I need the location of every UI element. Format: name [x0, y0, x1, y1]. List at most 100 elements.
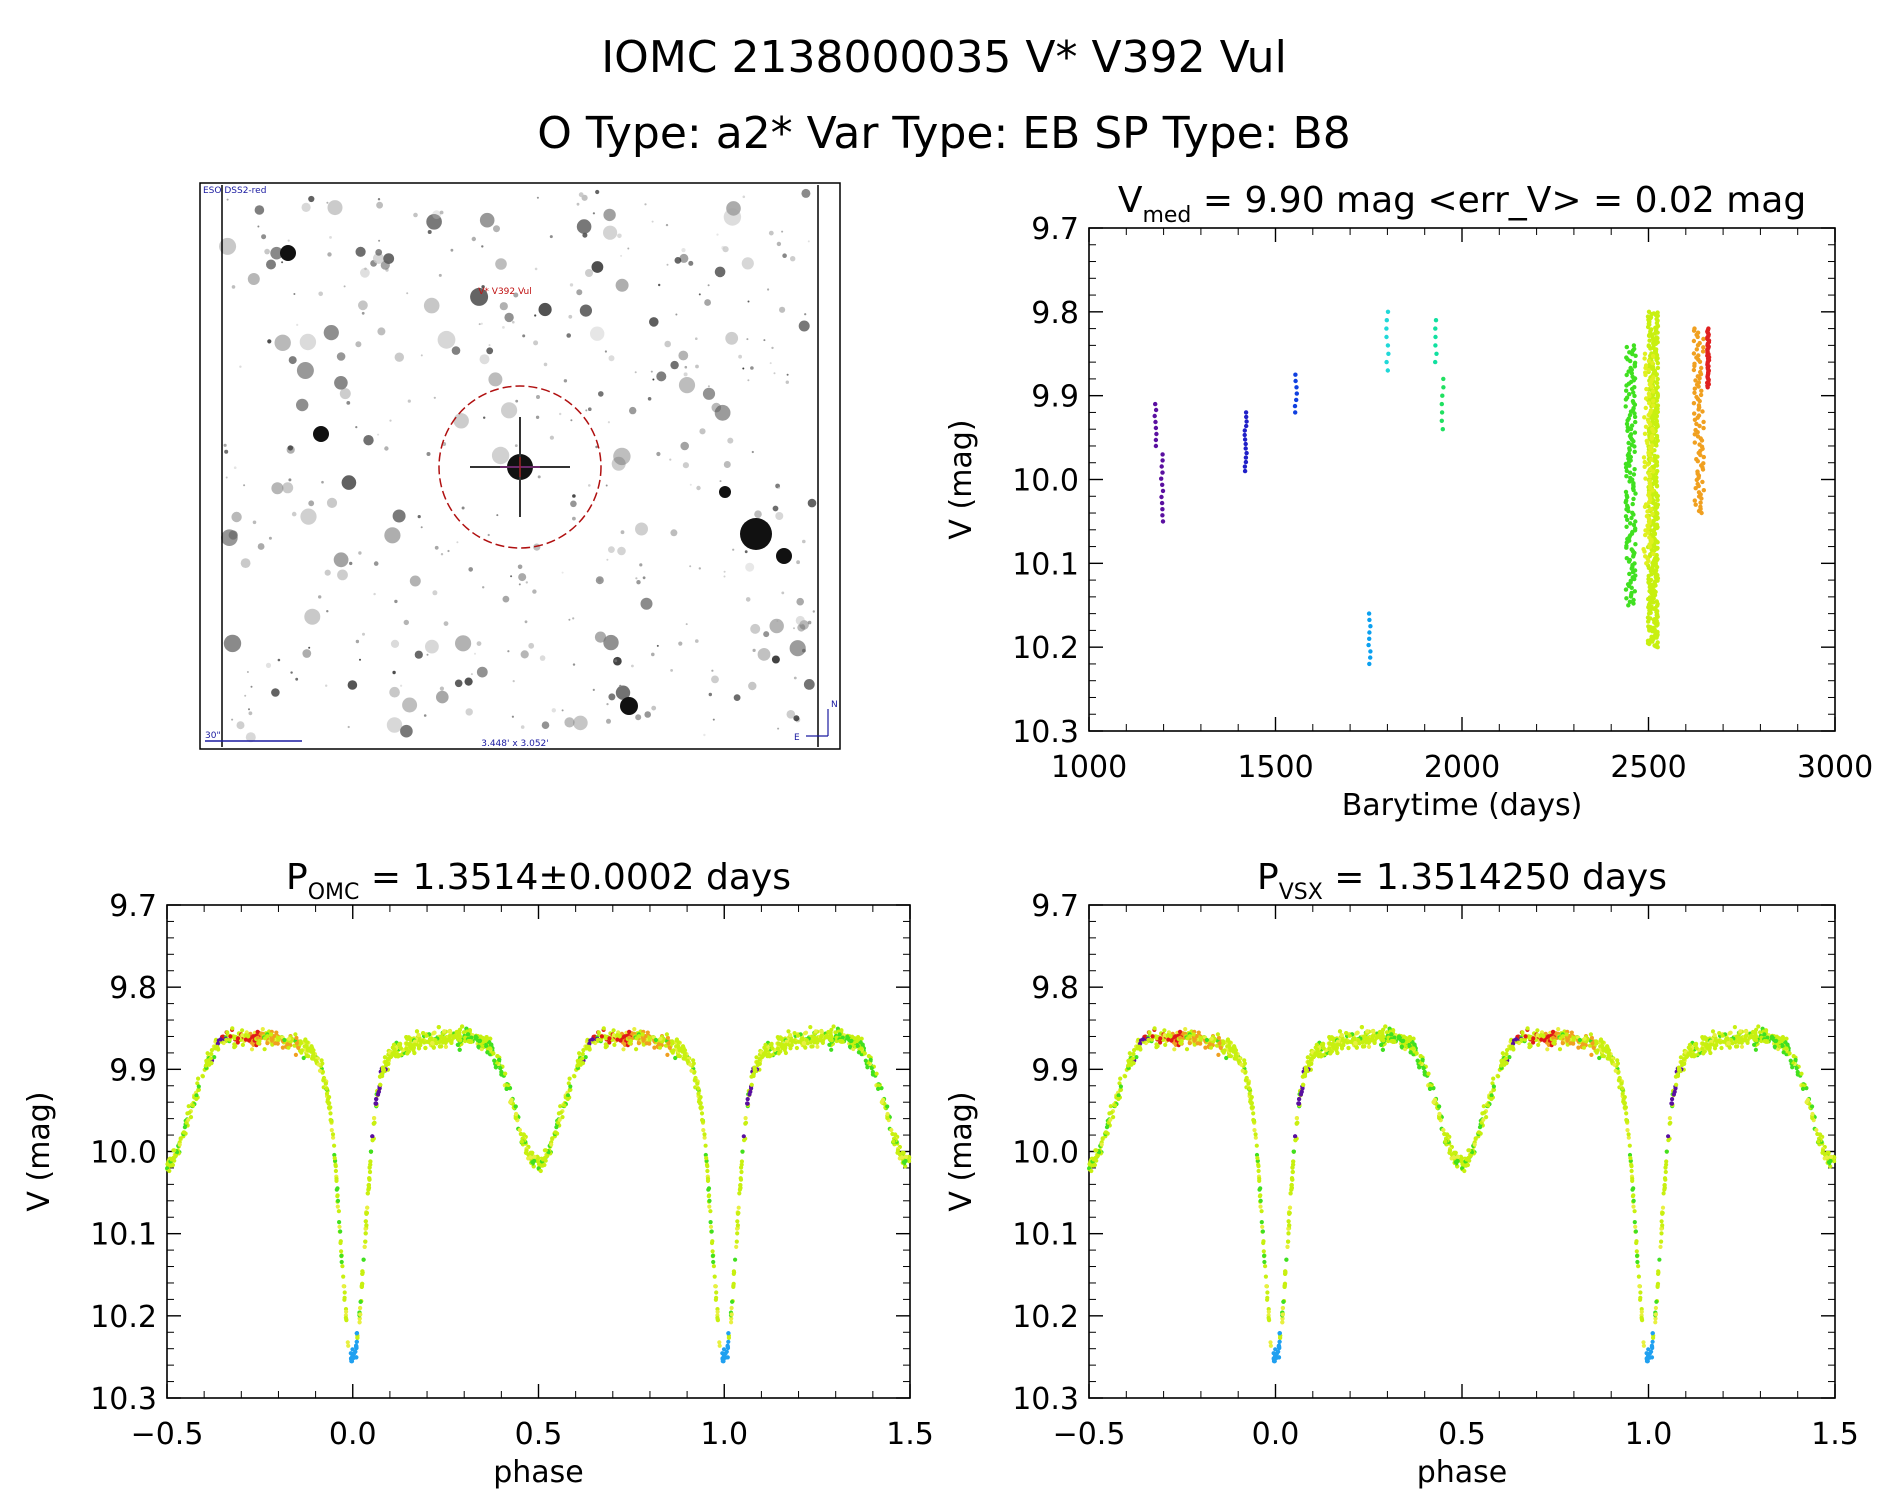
phase-point — [562, 1103, 567, 1108]
phase-point — [325, 1099, 330, 1104]
phase-point — [607, 1036, 612, 1041]
phase-point — [735, 1223, 741, 1228]
phase-point — [294, 1035, 299, 1040]
phase-point — [324, 1091, 330, 1096]
phase-point — [358, 1305, 363, 1311]
phase-point — [747, 1092, 752, 1097]
phase-point — [528, 1150, 533, 1155]
sky-star — [321, 480, 324, 484]
phase-point — [363, 1226, 368, 1231]
lightcurve-point — [1646, 412, 1651, 418]
sky-star — [456, 541, 459, 544]
phase-point — [709, 1229, 714, 1234]
lightcurve-point — [1626, 369, 1631, 374]
lightcurve-point — [1152, 413, 1157, 419]
lightcurve-point — [1294, 391, 1300, 396]
bright-star — [620, 697, 638, 715]
lightcurve-point — [1650, 353, 1656, 359]
sky-star — [619, 684, 622, 687]
sky-star — [614, 659, 618, 663]
sky-star — [688, 260, 694, 266]
lightcurve-point — [1623, 461, 1629, 467]
chart-title-subscript: OMC — [308, 880, 360, 905]
phase-point — [1637, 1284, 1642, 1289]
lightcurve-point — [1646, 368, 1651, 373]
lightcurve-point — [1627, 412, 1633, 418]
phase-point — [556, 1111, 562, 1116]
phase-point — [282, 1037, 287, 1043]
sky-star — [795, 615, 805, 626]
phase-point — [695, 1081, 700, 1086]
phase-point — [847, 1044, 853, 1049]
compass-north: N — [831, 700, 838, 710]
phase-point — [509, 1097, 514, 1102]
chart-title: PVSX = 1.3514250 days — [1257, 857, 1667, 905]
sky-star — [511, 715, 514, 718]
sky-star — [261, 234, 267, 240]
sky-star — [714, 404, 731, 421]
compass-icon: N E — [794, 700, 838, 743]
sky-star — [323, 325, 339, 341]
lightcurve-point — [1623, 489, 1629, 495]
sky-star — [337, 569, 348, 581]
lightcurve-point — [1654, 505, 1659, 511]
bright-star — [280, 245, 296, 261]
lightcurve-point — [1655, 645, 1660, 650]
sky-star — [364, 267, 367, 271]
phase-vsx-chart: −0.5 0.0 0.5 1.0 1.59.79.89.910.010.110.210.… — [944, 857, 1859, 1490]
sky-star — [775, 512, 784, 520]
sky-star — [296, 323, 299, 326]
lightcurve-point — [1697, 423, 1702, 429]
phase-point — [611, 1028, 616, 1033]
sky-star — [231, 511, 242, 523]
phase-point — [752, 1067, 757, 1072]
lightcurve-point — [1692, 363, 1697, 369]
sky-star — [437, 330, 456, 349]
sky-star — [603, 634, 619, 651]
sky-star — [781, 230, 784, 233]
lightcurve-point — [1624, 383, 1629, 388]
sky-star — [763, 339, 766, 342]
phase-point — [1263, 1274, 1268, 1279]
sky-star — [723, 461, 731, 468]
sky-star — [747, 300, 750, 303]
sky-star — [470, 673, 473, 676]
lightcurve-point — [1628, 594, 1634, 599]
sky-star — [299, 333, 317, 351]
sky-star — [615, 685, 631, 700]
lightcurve-point — [1433, 359, 1438, 365]
phase-point — [715, 1309, 720, 1314]
lightcurve-point — [1243, 410, 1249, 415]
phase-point — [1597, 1055, 1602, 1061]
sky-star — [670, 360, 679, 370]
y-tick-label: 10.3 — [1012, 715, 1079, 750]
lightcurve-point — [1159, 476, 1164, 481]
phase-point — [615, 1033, 620, 1038]
phase-point — [491, 1051, 496, 1056]
phase-point — [390, 1051, 395, 1056]
sky-star — [250, 685, 253, 688]
phase-point — [741, 1134, 746, 1139]
sky-star — [698, 567, 701, 570]
sky-star — [385, 268, 389, 272]
lightcurve-point — [1698, 372, 1704, 377]
sky-star — [318, 595, 322, 599]
lightcurve-point — [1654, 635, 1659, 640]
phase-point — [670, 1039, 675, 1044]
phase-point — [1254, 1143, 1259, 1148]
phase-point — [324, 1086, 329, 1091]
phase-point — [742, 1138, 747, 1143]
lightcurve-point — [1153, 443, 1159, 449]
sky-star — [606, 703, 609, 706]
sky-star — [326, 610, 329, 613]
sky-star — [782, 253, 787, 258]
lightcurve-point — [1625, 418, 1630, 423]
lightcurve-point — [1242, 468, 1248, 474]
phase-point — [704, 1156, 709, 1161]
sky-star — [647, 397, 652, 401]
sky-star — [336, 352, 346, 361]
phase-point — [714, 1290, 719, 1295]
lightcurve-point — [1368, 655, 1373, 660]
sky-star — [499, 302, 508, 311]
